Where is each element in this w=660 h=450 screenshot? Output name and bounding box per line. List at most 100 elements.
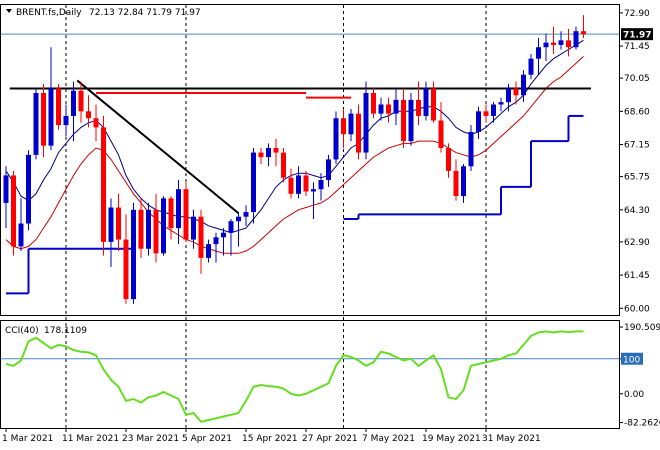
date-tick-label: 5 Apr 2021 bbox=[182, 434, 232, 444]
candle-body bbox=[56, 88, 61, 126]
candle-body bbox=[573, 31, 579, 48]
candle-body bbox=[453, 170, 459, 197]
candle-body bbox=[213, 237, 219, 245]
candle-body bbox=[356, 113, 361, 153]
cci-tick-label: 0.00 bbox=[624, 390, 644, 400]
candle-body bbox=[558, 40, 564, 45]
cci-tick-label: -82.2626 bbox=[624, 419, 660, 429]
candle-body bbox=[123, 239, 129, 300]
candle-body bbox=[326, 159, 331, 181]
candle-body bbox=[78, 90, 84, 112]
indicator-value: 178.1109 bbox=[44, 326, 87, 336]
candle-body bbox=[498, 102, 504, 105]
candle-body bbox=[138, 209, 144, 249]
candle-body bbox=[11, 175, 16, 247]
candle-body bbox=[363, 93, 369, 153]
price-tick-label: 61.45 bbox=[624, 271, 650, 281]
candle-body bbox=[176, 189, 181, 229]
price-tick-label: 68.60 bbox=[624, 107, 650, 117]
candle-body bbox=[341, 118, 346, 135]
candle-body bbox=[483, 111, 489, 116]
moving-average-line bbox=[5, 39, 584, 234]
candle-body bbox=[416, 99, 421, 116]
cci-level-tag-label: 100 bbox=[623, 355, 640, 365]
candle-body bbox=[318, 180, 324, 190]
candle-body bbox=[93, 118, 99, 128]
candle-body bbox=[258, 152, 264, 158]
candle-body bbox=[281, 152, 286, 178]
cci-plot bbox=[1, 330, 619, 423]
price-tick-label: 71.45 bbox=[624, 42, 650, 52]
date-axis: 1 Mar 2021 11 Mar 2021 23 Mar 2021 5 Apr 20… bbox=[2, 428, 541, 444]
candle-body bbox=[116, 207, 121, 240]
chart-header: BRENT.fs,Daily 72.13 72.84 71.79 71.97 bbox=[6, 8, 201, 18]
candle-body bbox=[33, 93, 39, 155]
candle-body bbox=[311, 189, 316, 192]
candle-body bbox=[146, 209, 151, 249]
cci-tick-label: 190.5096 bbox=[624, 323, 660, 333]
symbol-label: BRENT.fs,Daily bbox=[16, 8, 82, 18]
candle-body bbox=[221, 232, 226, 238]
ohlc-readout: 72.13 72.84 71.79 71.97 bbox=[89, 8, 201, 18]
date-tick-label: 7 May 2021 bbox=[362, 434, 415, 444]
dropdown-arrow-icon[interactable] bbox=[6, 9, 12, 13]
candle-body bbox=[168, 198, 174, 229]
candle-body bbox=[26, 154, 31, 224]
cci-level-tag bbox=[621, 352, 643, 365]
price-tick-label: 70.05 bbox=[624, 74, 650, 84]
candle-body bbox=[423, 88, 429, 116]
price-axis: 72.90 71.45 70.05 68.60 67.15 65.75 64.30 62.90… bbox=[619, 9, 653, 314]
candle-body bbox=[183, 189, 189, 240]
candle-body bbox=[198, 216, 204, 258]
candle-body bbox=[371, 93, 376, 114]
candle-body bbox=[108, 207, 114, 242]
candle-body bbox=[348, 113, 354, 135]
candle-body bbox=[288, 177, 294, 194]
candle-body bbox=[401, 99, 406, 142]
candle-body bbox=[333, 118, 339, 160]
candle-body bbox=[161, 198, 166, 254]
candle-body bbox=[393, 99, 399, 114]
candle-body bbox=[378, 104, 384, 114]
price-tick-label: 72.90 bbox=[624, 9, 650, 19]
date-tick-label: 23 Mar 2021 bbox=[122, 434, 179, 444]
candle-body bbox=[71, 90, 76, 116]
candle-body bbox=[581, 31, 586, 35]
candle-body bbox=[476, 111, 481, 132]
candle-body bbox=[63, 115, 69, 126]
candle-body bbox=[243, 212, 249, 217]
candle-body bbox=[513, 88, 519, 96]
candle-body bbox=[528, 58, 534, 75]
candle-body bbox=[536, 47, 541, 59]
candle-body bbox=[48, 88, 54, 146]
date-tick-label: 11 Mar 2021 bbox=[62, 434, 119, 444]
cci-axis: 190.5096 100 0.00 -82.2626 bbox=[619, 323, 660, 429]
indicator-header: CCI(40) 178.1109 bbox=[5, 326, 87, 336]
cci-panel bbox=[0, 320, 620, 429]
candle-body bbox=[206, 244, 211, 258]
candle-body bbox=[446, 147, 451, 171]
candle-body bbox=[236, 216, 241, 222]
candle-body bbox=[273, 147, 279, 153]
indicator-title: CCI(40) bbox=[5, 326, 39, 336]
candle-body bbox=[386, 104, 391, 114]
candle-body bbox=[41, 93, 46, 146]
candle-body bbox=[191, 216, 196, 240]
candle-body bbox=[438, 120, 444, 148]
price-plot bbox=[1, 15, 619, 304]
cci-line bbox=[5, 330, 584, 423]
price-panel bbox=[0, 4, 620, 316]
candle-body bbox=[131, 209, 136, 300]
candle-body bbox=[251, 152, 256, 213]
price-tick-label: 67.15 bbox=[624, 141, 650, 151]
price-tick-label: 65.75 bbox=[624, 173, 650, 183]
price-tick-label: 62.90 bbox=[624, 238, 650, 248]
candle-body bbox=[228, 221, 234, 233]
candle-body bbox=[3, 175, 9, 203]
candle-body bbox=[101, 127, 106, 242]
date-tick-label: 15 Apr 2021 bbox=[242, 434, 298, 444]
date-tick-label: 27 Apr 2021 bbox=[302, 434, 358, 444]
candle-body bbox=[566, 40, 571, 48]
candle-body bbox=[491, 104, 496, 116]
